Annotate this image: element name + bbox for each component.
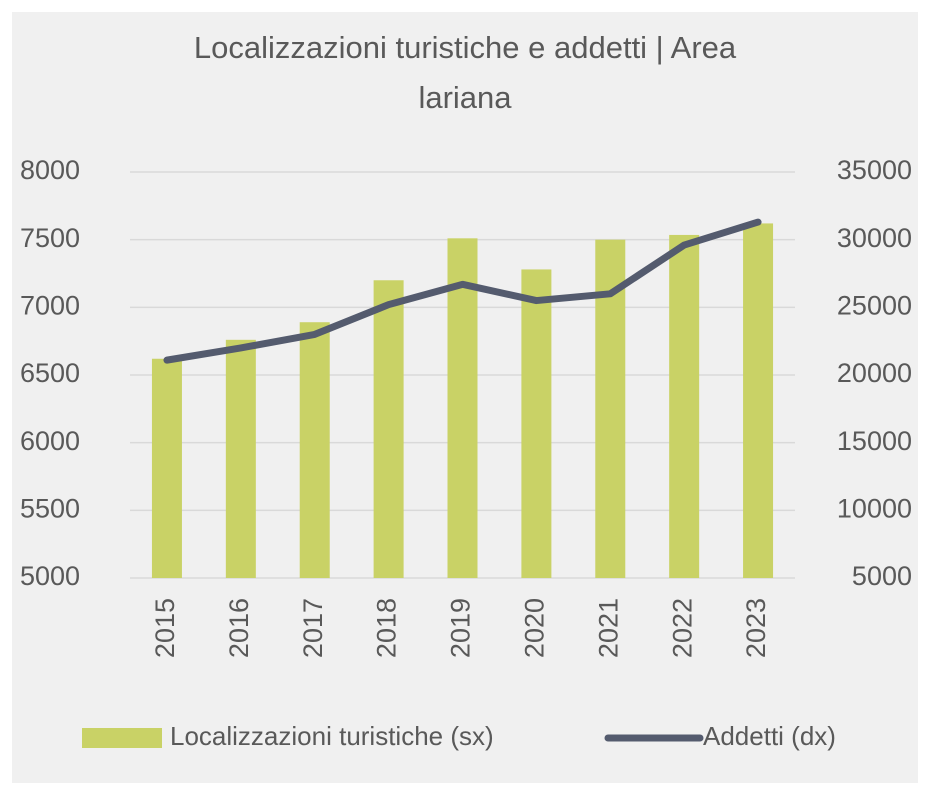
- y-tick-label: 5500: [20, 493, 80, 523]
- bar: [521, 269, 552, 578]
- legend-label: Addetti (dx): [703, 721, 836, 751]
- x-tick-label: 2023: [741, 598, 771, 658]
- x-tick-label: 2020: [520, 598, 550, 658]
- bar: [151, 358, 182, 578]
- y-tick-label: 7500: [20, 223, 80, 253]
- bar: [373, 280, 404, 578]
- legend-label: Localizzazioni turistiche (sx): [170, 721, 494, 751]
- chart-title: Localizzazioni turistiche e addetti | Ar…: [194, 30, 737, 65]
- x-tick-label: 2015: [150, 598, 180, 658]
- bar: [669, 234, 700, 578]
- x-tick-label: 2018: [372, 598, 402, 658]
- bar: [743, 223, 774, 578]
- legend-swatch: [82, 728, 162, 748]
- y2-tick-label: 25000: [837, 290, 912, 320]
- y2-tick-label: 20000: [837, 358, 912, 388]
- chart-title: lariana: [418, 80, 512, 115]
- y-tick-label: 7000: [20, 290, 80, 320]
- y-tick-label: 6500: [20, 358, 80, 388]
- y-tick-label: 6000: [20, 426, 80, 456]
- line: [163, 218, 762, 364]
- y2-tick-label: 10000: [837, 493, 912, 523]
- bar: [447, 238, 478, 578]
- y-tick-label: 8000: [20, 155, 80, 185]
- y-tick-label: 5000: [20, 561, 80, 591]
- bar: [225, 339, 256, 578]
- x-tick-label: 2017: [298, 598, 328, 658]
- y2-tick-label: 5000: [852, 561, 912, 591]
- y2-tick-label: 15000: [837, 426, 912, 456]
- x-tick-label: 2021: [593, 598, 623, 658]
- y2-tick-label: 30000: [837, 223, 912, 253]
- x-tick-label: 2016: [224, 598, 254, 658]
- x-tick-label: 2019: [446, 598, 476, 658]
- x-tick-label: 2022: [667, 598, 697, 658]
- y2-tick-label: 35000: [837, 155, 912, 185]
- bar: [299, 322, 330, 578]
